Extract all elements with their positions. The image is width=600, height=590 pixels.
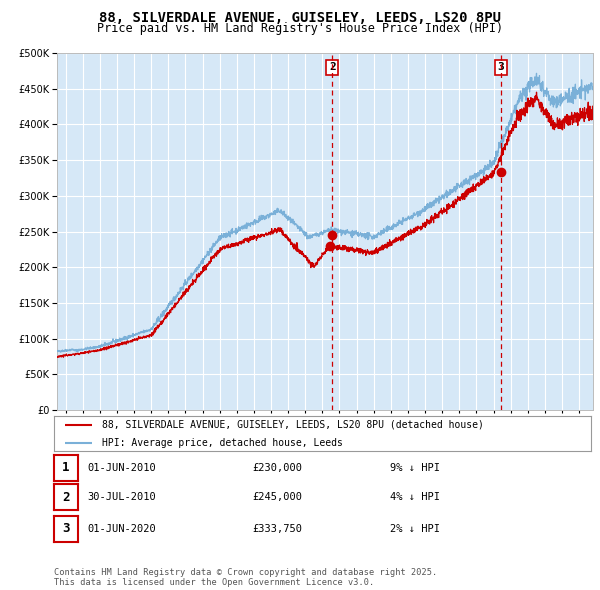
Text: 30-JUL-2010: 30-JUL-2010 [87, 493, 156, 502]
Text: £230,000: £230,000 [252, 463, 302, 473]
Text: 88, SILVERDALE AVENUE, GUISELEY, LEEDS, LS20 8PU (detached house): 88, SILVERDALE AVENUE, GUISELEY, LEEDS, … [103, 420, 484, 430]
Text: 01-JUN-2020: 01-JUN-2020 [87, 524, 156, 533]
Text: 3: 3 [62, 522, 70, 535]
Text: Contains HM Land Registry data © Crown copyright and database right 2025.
This d: Contains HM Land Registry data © Crown c… [54, 568, 437, 587]
Text: 4% ↓ HPI: 4% ↓ HPI [390, 493, 440, 502]
Text: 2% ↓ HPI: 2% ↓ HPI [390, 524, 440, 533]
Text: 2: 2 [329, 63, 335, 73]
Text: HPI: Average price, detached house, Leeds: HPI: Average price, detached house, Leed… [103, 438, 343, 447]
Text: 1: 1 [62, 461, 70, 474]
Text: 3: 3 [497, 63, 504, 73]
Text: £333,750: £333,750 [252, 524, 302, 533]
Text: 88, SILVERDALE AVENUE, GUISELEY, LEEDS, LS20 8PU: 88, SILVERDALE AVENUE, GUISELEY, LEEDS, … [99, 11, 501, 25]
Text: 2: 2 [62, 491, 70, 504]
Text: 9% ↓ HPI: 9% ↓ HPI [390, 463, 440, 473]
Text: 01-JUN-2010: 01-JUN-2010 [87, 463, 156, 473]
Text: £245,000: £245,000 [252, 493, 302, 502]
Text: Price paid vs. HM Land Registry's House Price Index (HPI): Price paid vs. HM Land Registry's House … [97, 22, 503, 35]
